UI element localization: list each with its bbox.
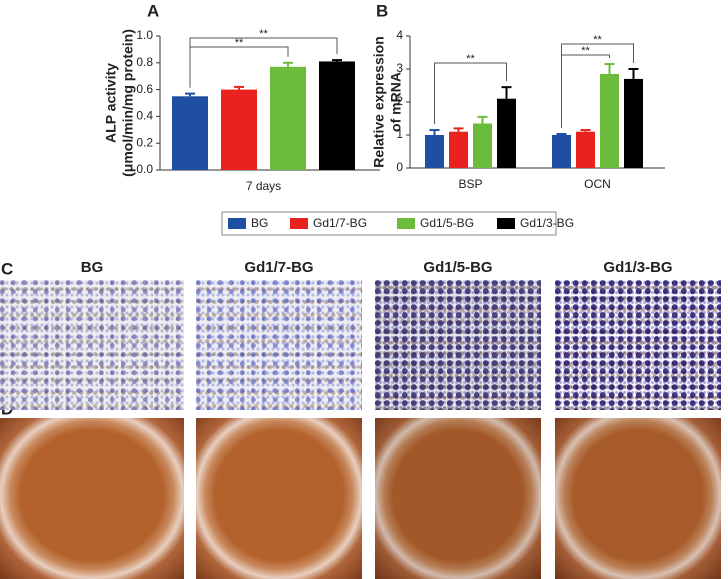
y-tick-label: 0.0 <box>136 162 153 176</box>
bar <box>624 78 643 168</box>
x-tick-label: 7 days <box>246 179 281 193</box>
bar <box>552 135 571 168</box>
bar <box>497 98 516 168</box>
y-axis-label: ALP activity <box>103 63 119 143</box>
image-title: Gd1/5-BG <box>423 259 492 276</box>
legend-swatch <box>228 218 246 229</box>
panel-label: A <box>147 1 159 20</box>
y-tick-label: 0.4 <box>136 109 153 123</box>
y-tick-label: 4 <box>396 28 403 42</box>
panel-label: C <box>1 259 13 278</box>
significance-label: ** <box>593 34 602 46</box>
y-tick-label: 2 <box>396 94 403 108</box>
significance-bracket <box>434 62 507 125</box>
image-title: Gd1/7-BG <box>244 259 313 276</box>
legend-label: Gd1/7-BG <box>313 216 367 230</box>
photo-c-3 <box>375 280 541 410</box>
y-axis-label: (μmol/min/mg protein) <box>120 29 136 177</box>
legend-box <box>221 211 557 236</box>
photo-d-2 <box>196 418 362 579</box>
significance-bracket <box>561 43 634 129</box>
photo-d-3 <box>375 418 541 579</box>
bar <box>576 131 595 168</box>
bar <box>221 89 257 170</box>
photo-c-1 <box>0 280 184 410</box>
bar <box>600 73 619 168</box>
bar <box>319 61 355 170</box>
significance-label: ** <box>235 37 244 49</box>
legend-label: Gd1/5-BG <box>420 216 474 230</box>
photo-c-2 <box>196 280 362 410</box>
bar <box>449 131 468 168</box>
panel-label: B <box>376 1 388 20</box>
y-tick-label: 0.6 <box>136 82 153 96</box>
significance-label: ** <box>259 28 268 40</box>
image-title: BG <box>81 259 104 276</box>
legend-swatch <box>290 218 308 229</box>
y-tick-label: 0 <box>396 160 403 174</box>
bar <box>172 96 208 170</box>
y-axis-label: Relative expression <box>371 36 387 168</box>
photo-d-1 <box>0 418 184 579</box>
significance-label: ** <box>466 53 475 65</box>
bar <box>473 123 492 168</box>
significance-bracket <box>189 37 338 88</box>
image-title: Gd1/3-BG <box>603 259 672 276</box>
legend-swatch <box>397 218 415 229</box>
bar <box>425 135 444 168</box>
bar <box>270 66 306 170</box>
y-tick-label: 3 <box>396 61 403 75</box>
y-tick-label: 1.0 <box>136 28 153 42</box>
legend-label: Gd1/3-BG <box>520 216 574 230</box>
y-tick-label: 0.8 <box>136 55 153 69</box>
legend-swatch <box>497 218 515 229</box>
photo-c-4 <box>555 280 721 410</box>
legend-label: BG <box>251 216 268 230</box>
y-tick-label: 1 <box>396 127 403 141</box>
photo-d-4 <box>555 418 721 579</box>
x-tick-label: BSP <box>458 177 482 191</box>
x-tick-label: OCN <box>584 177 611 191</box>
significance-label: ** <box>581 45 590 57</box>
y-tick-label: 0.2 <box>136 135 153 149</box>
y-axis-label: of mRNA <box>388 72 404 132</box>
